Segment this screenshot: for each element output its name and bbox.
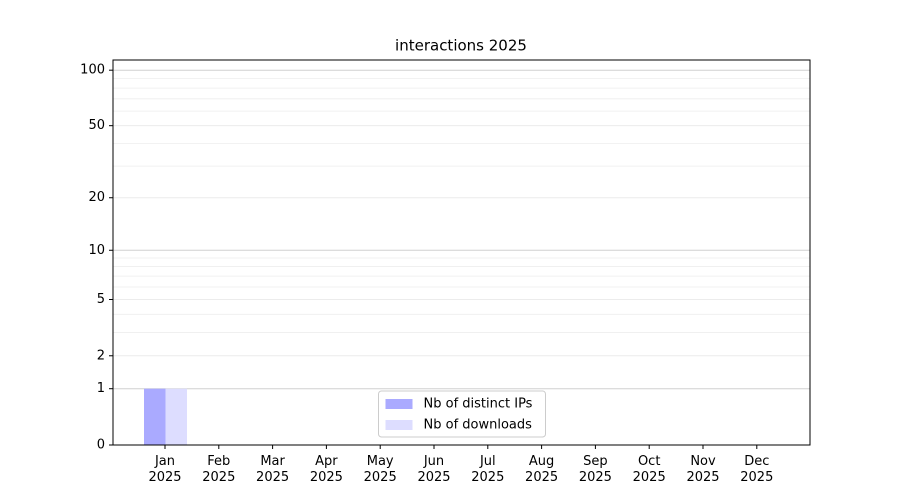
bar bbox=[165, 388, 187, 445]
y-tick-label: 1 bbox=[97, 381, 105, 396]
chart-title: interactions 2025 bbox=[395, 37, 527, 55]
y-tick-label: 2 bbox=[97, 348, 105, 363]
x-tick-label: Jun 2025 bbox=[417, 454, 450, 485]
x-tick-label: Mar 2025 bbox=[256, 454, 289, 485]
x-tick-label: May 2025 bbox=[364, 454, 397, 485]
legend-swatch bbox=[385, 399, 413, 409]
y-tick-label: 100 bbox=[80, 63, 105, 78]
x-tick-label: Oct 2025 bbox=[633, 454, 666, 485]
y-tick-label: 20 bbox=[88, 190, 105, 205]
y-tick-label: 10 bbox=[88, 243, 105, 258]
x-tick-label: Jul 2025 bbox=[471, 454, 504, 485]
legend-label: Nb of downloads bbox=[424, 418, 533, 433]
y-tick-label: 0 bbox=[97, 438, 105, 453]
legend-box bbox=[378, 390, 546, 438]
x-tick-label: Jan 2025 bbox=[148, 454, 181, 485]
y-tick-label: 5 bbox=[97, 292, 105, 307]
x-tick-label: Sep 2025 bbox=[579, 454, 612, 485]
legend-label: Nb of distinct IPs bbox=[424, 397, 533, 412]
x-tick-label: Nov 2025 bbox=[686, 454, 719, 485]
bar bbox=[144, 388, 166, 445]
x-tick-label: Feb 2025 bbox=[202, 454, 235, 485]
x-tick-label: Dec 2025 bbox=[740, 454, 773, 485]
y-tick-label: 50 bbox=[88, 118, 105, 133]
x-tick-label: Apr 2025 bbox=[310, 454, 343, 485]
plot-frame bbox=[112, 59, 811, 446]
x-tick-label: Aug 2025 bbox=[525, 454, 558, 485]
legend-swatch bbox=[385, 420, 413, 430]
